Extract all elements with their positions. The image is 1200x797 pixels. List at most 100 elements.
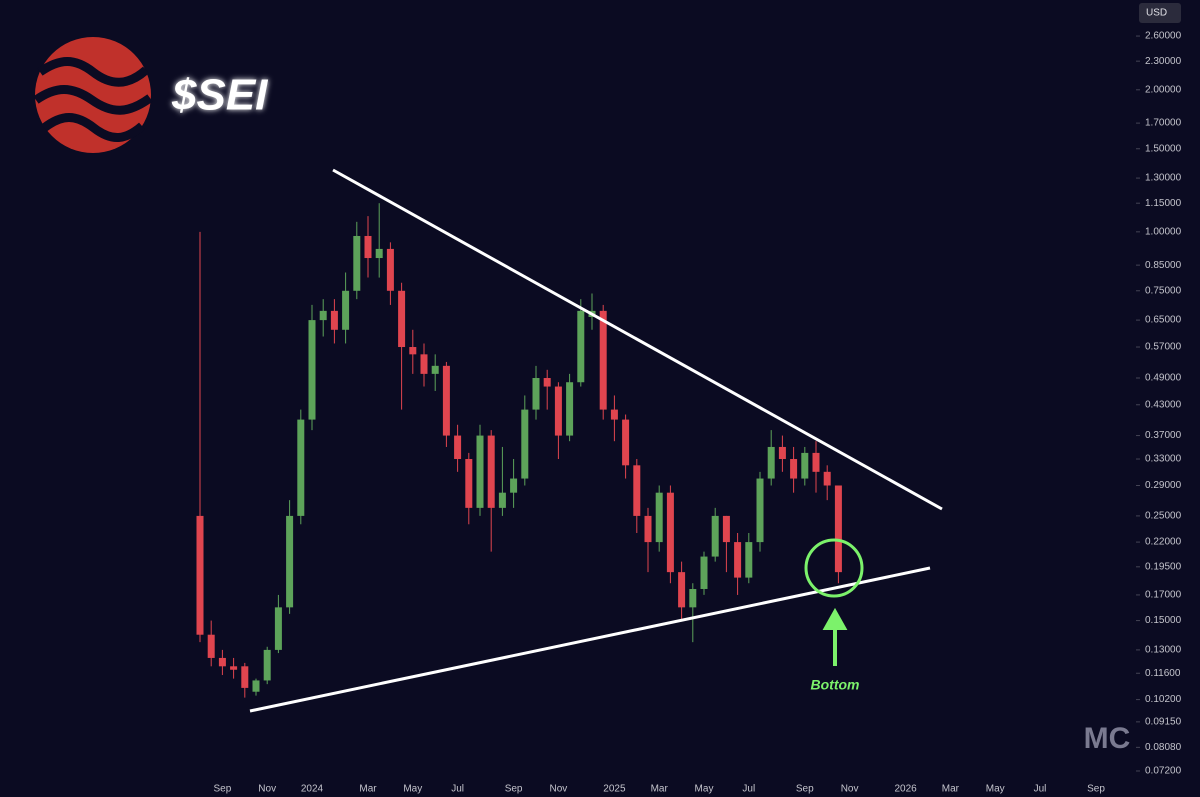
candle-body (409, 347, 417, 355)
y-tick-label: 1.00000 (1145, 226, 1182, 237)
y-tick-label: 0.08080 (1145, 742, 1182, 753)
candle-body (812, 452, 820, 472)
y-tick-label: 0.22000 (1145, 537, 1182, 548)
candle-body (756, 478, 764, 543)
candle-body (498, 492, 506, 508)
candle-body (218, 657, 226, 667)
x-tick-label: May (986, 784, 1005, 795)
y-tick-label: 0.75000 (1145, 285, 1182, 296)
candle-body (778, 446, 786, 460)
candle-body (610, 409, 618, 420)
candles (196, 203, 842, 698)
candle-body (700, 556, 708, 589)
y-tick-label: 1.70000 (1145, 118, 1182, 129)
candle-body (274, 607, 282, 650)
candle-body (711, 515, 719, 557)
x-tick-label: Nov (841, 784, 859, 795)
y-tick-label: 0.65000 (1145, 315, 1182, 326)
logo (33, 37, 153, 153)
candle-body (487, 435, 495, 508)
candle-body (465, 459, 473, 508)
arrow (822, 607, 848, 666)
x-tick-label: Sep (505, 784, 523, 795)
candle-body (532, 378, 540, 410)
logo-wave (37, 57, 149, 87)
candle-body (386, 248, 394, 291)
x-tick-label: May (695, 784, 714, 795)
x-tick-label: Mar (359, 784, 377, 795)
x-tick-label: 2024 (301, 784, 324, 795)
x-tick-label: 2026 (894, 784, 917, 795)
x-tick-label: Mar (651, 784, 669, 795)
candle-body (577, 310, 585, 383)
candle-body (330, 310, 338, 330)
candle-body (823, 471, 831, 486)
candle-body (353, 235, 361, 291)
currency-label: USD (1146, 8, 1167, 19)
resistance-line (332, 168, 943, 511)
logo-wave (33, 85, 153, 115)
chart-title: $SEI (171, 71, 268, 120)
candle-body (398, 290, 406, 348)
candle-body (454, 435, 462, 460)
y-tick-label: 2.30000 (1145, 56, 1182, 67)
candle-body (510, 478, 518, 493)
candle-body (342, 290, 350, 330)
candle-body (689, 588, 697, 608)
x-tick-label: Nov (258, 784, 276, 795)
y-tick-label: 0.57000 (1145, 342, 1182, 353)
y-tick-label: 0.07200 (1145, 766, 1182, 777)
y-tick-label: 1.15000 (1145, 198, 1182, 209)
candle-body (745, 542, 753, 578)
candle-body (364, 235, 372, 259)
logo-wave (41, 113, 145, 142)
y-tick-label: 0.25000 (1145, 511, 1182, 522)
candle-body (319, 310, 327, 321)
candle-body (308, 320, 316, 420)
candle-body (622, 419, 630, 466)
candle-body (286, 515, 294, 608)
y-tick-label: 0.43000 (1145, 399, 1182, 410)
candle-body (722, 515, 730, 543)
candle-body (678, 572, 686, 608)
y-tick-label: 0.10200 (1145, 694, 1182, 705)
y-tick-label: 0.09150 (1145, 717, 1182, 728)
candle-body (420, 354, 428, 374)
x-tick-label: 2025 (603, 784, 626, 795)
y-tick-label: 0.33000 (1145, 454, 1182, 465)
x-tick-label: May (403, 784, 422, 795)
x-tick-label: Jul (1034, 784, 1047, 795)
x-tick-label: Mar (942, 784, 960, 795)
candle-body (666, 492, 674, 573)
highlight-circle (804, 538, 864, 598)
x-tick-label: Nov (550, 784, 568, 795)
candle-body (644, 515, 652, 543)
candle-body (790, 459, 798, 479)
candle-body (263, 649, 271, 681)
candle-body (599, 310, 607, 410)
candle-body (767, 446, 775, 479)
x-tick-label: Sep (796, 784, 814, 795)
y-tick-label: 0.17000 (1145, 590, 1182, 601)
candle-body (207, 634, 215, 658)
y-tick-label: 2.60000 (1145, 31, 1182, 42)
y-tick-label: 1.50000 (1145, 143, 1182, 154)
y-tick-label: 0.11600 (1145, 668, 1181, 679)
x-tick-label: Sep (1087, 784, 1105, 795)
candle-body (633, 465, 641, 516)
candle-body (543, 378, 551, 387)
x-tick-label: Jul (451, 784, 464, 795)
y-tick-label: 0.37000 (1145, 430, 1182, 441)
y-tick-label: 0.85000 (1145, 260, 1182, 271)
y-tick-label: 0.15000 (1145, 615, 1182, 626)
candle-body (196, 515, 204, 635)
candle-body (734, 542, 742, 578)
y-tick-label: 0.49000 (1145, 373, 1182, 384)
candle-body (442, 365, 450, 436)
candle-body (230, 666, 238, 670)
candle-body (566, 382, 574, 436)
y-tick-label: 0.13000 (1145, 645, 1182, 656)
candle-body (801, 452, 809, 479)
y-tick-label: 1.30000 (1145, 173, 1182, 184)
